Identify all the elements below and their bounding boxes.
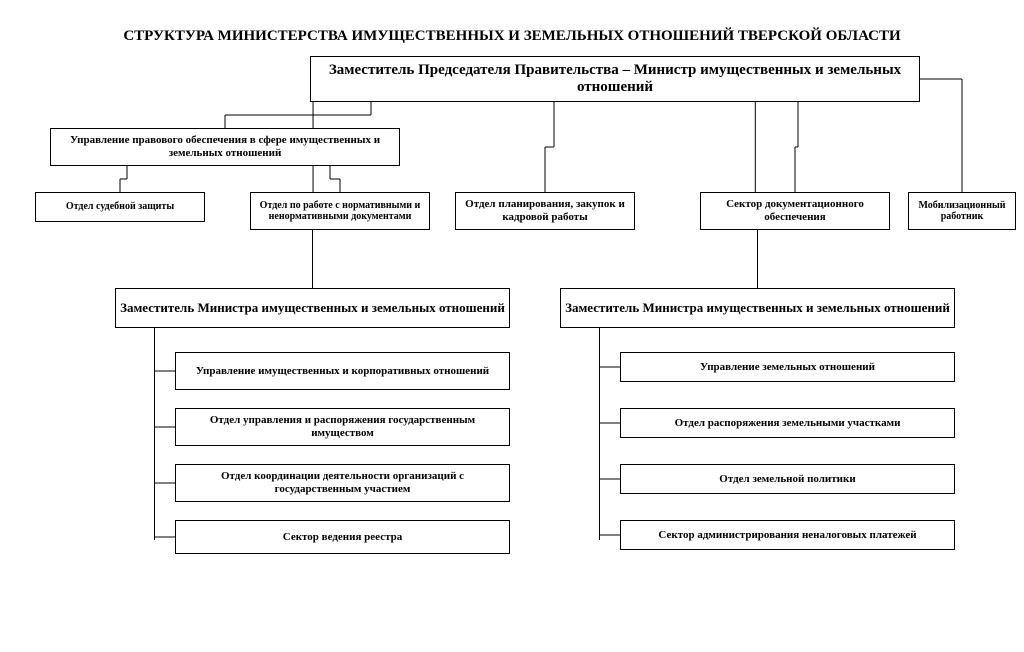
node-doc_sector: Сектор документационного обеспечения bbox=[700, 192, 890, 230]
node-mobil: Мобилизационный работник bbox=[908, 192, 1016, 230]
node-plan_dept: Отдел планирования, закупок и кадровой р… bbox=[455, 192, 635, 230]
node-deputy_r: Заместитель Министра имущественных и зем… bbox=[560, 288, 955, 328]
page-title: СТРУКТУРА МИНИСТЕРСТВА ИМУЩЕСТВЕННЫХ И З… bbox=[0, 28, 1024, 45]
node-r1: Управление земельных отношений bbox=[620, 352, 955, 382]
node-legal_b: Отдел по работе с нормативными и ненорма… bbox=[250, 192, 430, 230]
node-l2: Отдел управления и распоряжения государс… bbox=[175, 408, 510, 446]
node-legal_dept: Управление правового обеспечения в сфере… bbox=[50, 128, 400, 166]
node-r4: Сектор администрирования неналоговых пла… bbox=[620, 520, 955, 550]
org-chart: СТРУКТУРА МИНИСТЕРСТВА ИМУЩЕСТВЕННЫХ И З… bbox=[0, 0, 1024, 652]
node-l3: Отдел координации деятельности организац… bbox=[175, 464, 510, 502]
node-r2: Отдел распоряжения земельными участками bbox=[620, 408, 955, 438]
node-r3: Отдел земельной политики bbox=[620, 464, 955, 494]
node-legal_a: Отдел судебной защиты bbox=[35, 192, 205, 222]
node-l4: Сектор ведения реестра bbox=[175, 520, 510, 554]
node-root: Заместитель Председателя Правительства –… bbox=[310, 56, 920, 102]
node-deputy_l: Заместитель Министра имущественных и зем… bbox=[115, 288, 510, 328]
node-l1: Управление имущественных и корпоративных… bbox=[175, 352, 510, 390]
